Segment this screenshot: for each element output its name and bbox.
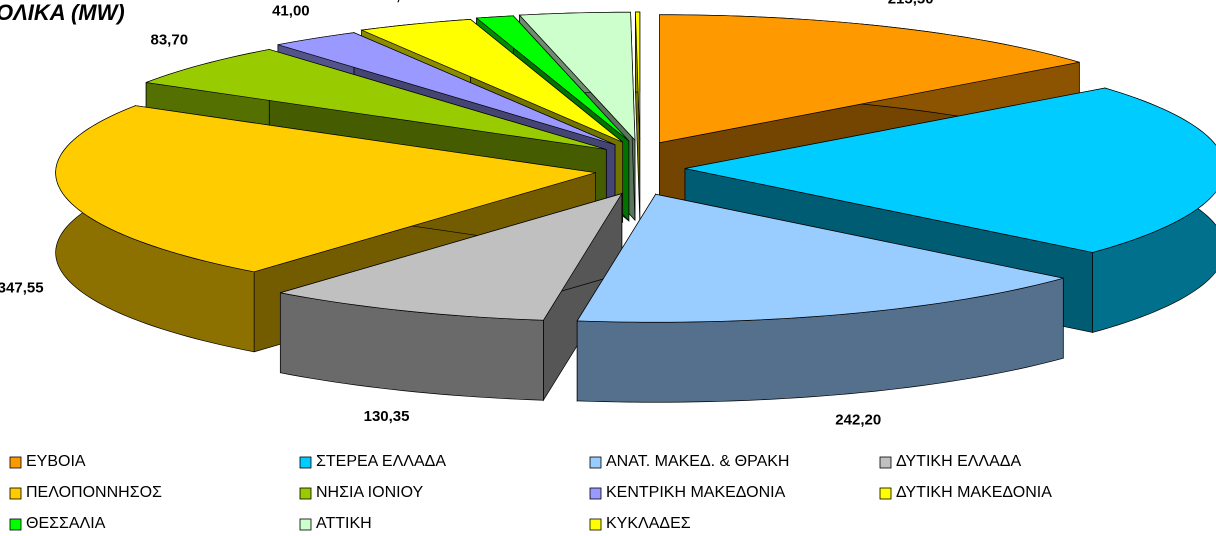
legend-swatch: [589, 487, 602, 500]
slice: [576, 193, 1064, 403]
legend-swatch: [589, 456, 602, 469]
data-label: 52,90: [379, 0, 417, 4]
legend-label: ΑΝΑΤ. ΜΑΚΕΔ. & ΘΡΑΚΗ: [606, 453, 789, 470]
legend-swatch: [9, 487, 22, 500]
legend-swatch: [9, 456, 22, 469]
slice-top: [55, 105, 596, 273]
legend-label: ΔΥΤΙΚΗ ΜΑΚΕΔΟΝΙΑ: [896, 484, 1052, 501]
legend-label: ΕΥΒΟΙΑ: [26, 453, 86, 470]
slice-top: [659, 14, 1080, 144]
data-label: 41,00: [272, 3, 310, 20]
legend-swatch: [879, 487, 892, 500]
slice-top: [635, 11, 641, 141]
slice-top: [684, 87, 1216, 253]
slice-top: [280, 193, 623, 321]
legend-label: ΚΕΝΤΡΙΚΗ ΜΑΚΕΔΟΝΙΑ: [606, 484, 786, 501]
slice-top: [360, 18, 623, 143]
data-label: 347,55: [0, 280, 44, 297]
legend-label: ΠΕΛΟΠΟΝΝΗΣΟΣ: [26, 484, 162, 501]
slice-top: [475, 15, 630, 142]
legend-swatch: [879, 456, 892, 469]
legend-label: ΣΤΕΡΕΑ ΕΛΛΑΔΑ: [316, 453, 446, 470]
legend-swatch: [299, 518, 312, 531]
slice: [279, 192, 623, 402]
legend-label: ΔΥΤΙΚΗ ΕΛΛΑΔΑ: [896, 453, 1021, 470]
data-label: 130,35: [364, 408, 410, 425]
legend-label: ΘΕΣΣΑΛΙΑ: [26, 515, 106, 532]
data-label: 215,50: [888, 0, 934, 7]
chart-title: ΟΛΙΚΑ (MW): [0, 0, 125, 25]
legend-swatch: [299, 456, 312, 469]
legend-label: ΑΤΤΙΚΗ: [316, 515, 372, 532]
legend-swatch: [299, 487, 312, 500]
slice-top: [146, 49, 607, 150]
slice: [659, 14, 1080, 224]
data-label: 242,20: [835, 412, 881, 429]
legend-swatch: [9, 518, 22, 531]
slice: [635, 11, 641, 221]
legend-swatch: [589, 518, 602, 531]
legend-label: ΝΗΣΙΑ ΙΟΝΙΟΥ: [316, 484, 424, 501]
legend-label: ΚΥΚΛΑΔΕΣ: [606, 515, 691, 532]
slice-top: [576, 193, 1064, 323]
slice-top: [277, 32, 616, 146]
data-label: 83,70: [151, 31, 189, 48]
slice-top: [518, 11, 636, 142]
